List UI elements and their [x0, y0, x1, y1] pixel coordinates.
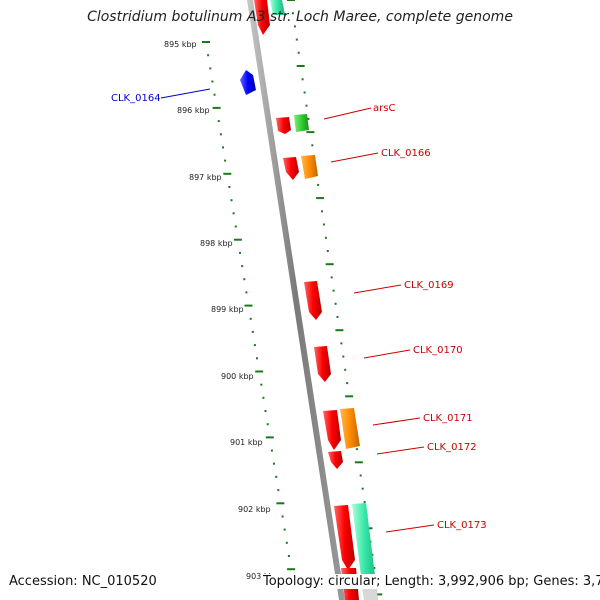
accession-text: Accession: NC_010520 [9, 574, 157, 589]
leader-clk-0173 [385, 524, 435, 533]
leader-clk-0172 [376, 446, 425, 455]
ruler-label-903: 903 kbp [246, 572, 279, 581]
gene-label-clk-0173[interactable]: CLK_0173 [437, 520, 487, 531]
ruler-label-895: 895 kbp [164, 40, 197, 49]
cds-clk-0171[interactable] [323, 410, 341, 450]
rna-top-teal [270, 0, 285, 15]
leader-clk-0171 [372, 417, 421, 426]
cds-clk-0172[interactable] [328, 451, 343, 469]
leader-clk-0169 [353, 284, 402, 294]
genome-backbone [247, 0, 345, 600]
cds-arsc[interactable] [294, 114, 309, 132]
topology-summary: Topology: circular; Length: 3,992,906 bp… [263, 574, 600, 589]
ruler-label-899: 899 kbp [211, 305, 244, 314]
ruler-label-898: 898 kbp [200, 239, 233, 248]
gene-label-clk-0170[interactable]: CLK_0170 [413, 345, 463, 356]
cds-clk-0171-orange[interactable] [340, 408, 360, 449]
gene-label-clk-0169[interactable]: CLK_0169 [404, 280, 454, 291]
cds-clk-0166-left[interactable] [283, 157, 299, 180]
cds-arsc-left[interactable] [276, 117, 291, 134]
leader-clk-0170 [363, 349, 411, 359]
ruler-label-902: 902 kbp [238, 505, 271, 514]
ruler-label-900: 900 kbp [221, 372, 254, 381]
leader-clk-0166 [330, 152, 379, 163]
cds-clk-0164[interactable] [240, 70, 256, 95]
gene-label-clk-0172[interactable]: CLK_0172 [427, 442, 477, 453]
cds-top-red[interactable] [254, 0, 270, 35]
cds-clk-0173[interactable] [334, 505, 355, 570]
ruler-label-901: 901 kbp [230, 438, 263, 447]
leader-arsc [323, 107, 372, 120]
map-title: Clostridium botulinum A3 str. Loch Maree… [87, 9, 513, 25]
gene-label-clk-0166[interactable]: CLK_0166 [381, 148, 431, 159]
inner-tick-ring [202, 41, 296, 571]
ruler-label-896: 896 kbp [177, 106, 210, 115]
ruler-label-897: 897 kbp [189, 173, 222, 182]
cds-clk-0170[interactable] [314, 346, 331, 382]
cds-clk-0169[interactable] [304, 281, 322, 320]
gene-label-clk-0164[interactable]: CLK_0164 [111, 93, 161, 104]
outer-tick-ring [287, 0, 383, 596]
cds-clk-0166[interactable] [301, 155, 318, 179]
leader-clk-0164 [160, 88, 211, 99]
gene-label-clk-0171[interactable]: CLK_0171 [423, 413, 473, 424]
gene-label-arsc[interactable]: arsC [373, 103, 395, 114]
